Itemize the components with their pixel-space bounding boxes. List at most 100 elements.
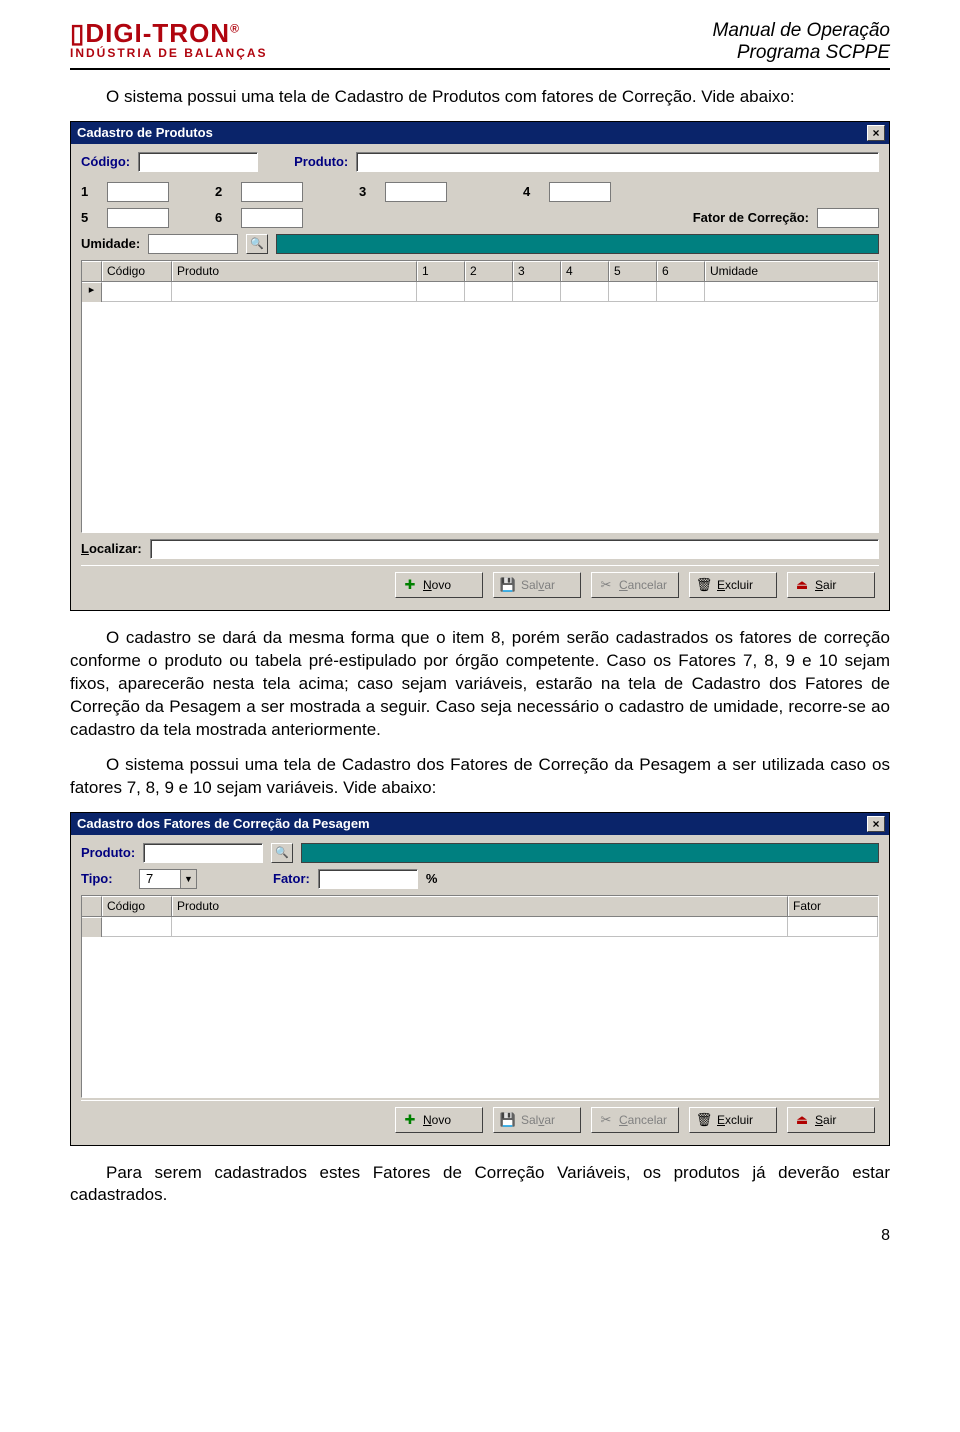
tipo-value: 7 [140, 871, 180, 886]
col-umidade: Umidade [705, 261, 878, 281]
sair-button[interactable]: ⏏ Sair [787, 572, 875, 598]
program-name: Programa SCPPE [713, 42, 890, 64]
lookup-icon[interactable]: 🔍 [246, 234, 268, 254]
excluir-button[interactable]: 🗑 Excluir [689, 572, 777, 598]
excluir-button[interactable]: 🗑 Excluir [689, 1107, 777, 1133]
grid-empty-area [82, 302, 878, 532]
tipo-label: Tipo: [81, 871, 131, 886]
label-3: 3 [359, 184, 377, 199]
cell[interactable] [561, 282, 609, 302]
field-4[interactable] [549, 182, 611, 202]
lookup-icon[interactable]: 🔍 [271, 843, 293, 863]
manual-title: Manual de Operação [713, 20, 890, 42]
plus-icon: ✚ [402, 577, 418, 593]
paragraph-1: O sistema possui uma tela de Cadastro de… [70, 86, 890, 109]
tipo-dropdown[interactable]: 7 ▼ [139, 869, 197, 889]
produto-field[interactable] [143, 843, 263, 863]
paragraph-2: O cadastro se dará da mesma forma que o … [70, 627, 890, 742]
col-2: 2 [465, 261, 513, 281]
field-6[interactable] [241, 208, 303, 228]
novo-button[interactable]: ✚ Novo [395, 572, 483, 598]
sair-button[interactable]: ⏏ Sair [787, 1107, 875, 1133]
titlebar: Cadastro de Produtos × [71, 122, 889, 144]
col-1: 1 [417, 261, 465, 281]
delete-icon: 🗑 [696, 1112, 712, 1128]
novo-button[interactable]: ✚ Novo [395, 1107, 483, 1133]
logo-main: ▯DIGI-TRON® [70, 20, 268, 46]
logo: ▯DIGI-TRON® INDÚSTRIA DE BALANÇAS [70, 20, 268, 60]
umidade-field[interactable] [148, 234, 238, 254]
col-fator: Fator [788, 896, 878, 916]
fator-field[interactable] [318, 869, 418, 889]
col-codigo: Código [102, 896, 172, 916]
cell[interactable] [102, 282, 172, 302]
codigo-field[interactable] [138, 152, 258, 172]
cell[interactable] [705, 282, 878, 302]
salvar-button[interactable]: 💾 Salvar [493, 572, 581, 598]
save-icon: 💾 [500, 577, 516, 593]
field-2[interactable] [241, 182, 303, 202]
close-icon[interactable]: × [867, 125, 885, 141]
col-6: 6 [657, 261, 705, 281]
label-1: 1 [81, 184, 99, 199]
chevron-down-icon: ▼ [180, 870, 196, 888]
fator-correcao-field[interactable] [817, 208, 879, 228]
logo-subtitle: INDÚSTRIA DE BALANÇAS [70, 46, 268, 60]
col-produto: Produto [172, 261, 417, 281]
col-produto: Produto [172, 896, 788, 916]
plus-icon: ✚ [402, 1112, 418, 1128]
cell[interactable] [513, 282, 561, 302]
fatores-grid: Código Produto Fator [81, 895, 879, 1098]
window-cadastro-produtos: Cadastro de Produtos × Código: Produto: … [70, 121, 890, 611]
grid-corner [82, 896, 102, 916]
exit-icon: ⏏ [794, 577, 810, 593]
fator-label: Fator: [273, 871, 310, 886]
field-5[interactable] [107, 208, 169, 228]
produto-display [301, 843, 879, 863]
grid-corner [82, 261, 102, 281]
cancelar-button[interactable]: ✂ Cancelar [591, 1107, 679, 1133]
col-4: 4 [561, 261, 609, 281]
col-3: 3 [513, 261, 561, 281]
label-6: 6 [215, 210, 233, 225]
cell[interactable] [172, 917, 788, 937]
exit-icon: ⏏ [794, 1112, 810, 1128]
cell[interactable] [657, 282, 705, 302]
cancel-icon: ✂ [598, 577, 614, 593]
save-icon: 💾 [500, 1112, 516, 1128]
titlebar: Cadastro dos Fatores de Correção da Pesa… [71, 813, 889, 835]
salvar-button[interactable]: 💾 Salvar [493, 1107, 581, 1133]
umidade-label: Umidade: [81, 236, 140, 251]
cell[interactable] [172, 282, 417, 302]
produtos-grid: Código Produto 1 2 3 4 5 6 Umidade ▸ [81, 260, 879, 533]
row-marker [82, 917, 102, 937]
cell[interactable] [102, 917, 172, 937]
paragraph-4: Para serem cadastrados estes Fatores de … [70, 1162, 890, 1208]
page-number: 8 [70, 1227, 890, 1245]
produto-field[interactable] [356, 152, 879, 172]
col-codigo: Código [102, 261, 172, 281]
cell[interactable] [465, 282, 513, 302]
label-5: 5 [81, 210, 99, 225]
cell[interactable] [788, 917, 878, 937]
field-3[interactable] [385, 182, 447, 202]
page-header: ▯DIGI-TRON® INDÚSTRIA DE BALANÇAS Manual… [70, 20, 890, 70]
cancelar-button[interactable]: ✂ Cancelar [591, 572, 679, 598]
produto-label: Produto: [81, 845, 135, 860]
localizar-label: Localizar: [81, 541, 142, 556]
paragraph-3: O sistema possui uma tela de Cadastro do… [70, 754, 890, 800]
cancel-icon: ✂ [598, 1112, 614, 1128]
field-1[interactable] [107, 182, 169, 202]
row-marker: ▸ [82, 282, 102, 302]
button-row: ✚ Novo 💾 Salvar ✂ Cancelar 🗑 Excluir ⏏ [81, 1100, 879, 1137]
close-icon[interactable]: × [867, 816, 885, 832]
localizar-field[interactable] [150, 539, 879, 559]
cell[interactable] [417, 282, 465, 302]
window-fatores-correcao: Cadastro dos Fatores de Correção da Pesa… [70, 812, 890, 1146]
window-title: Cadastro dos Fatores de Correção da Pesa… [77, 816, 370, 831]
percent-label: % [426, 871, 438, 886]
cell[interactable] [609, 282, 657, 302]
window-title: Cadastro de Produtos [77, 125, 213, 140]
delete-icon: 🗑 [696, 577, 712, 593]
codigo-label: Código: [81, 154, 130, 169]
